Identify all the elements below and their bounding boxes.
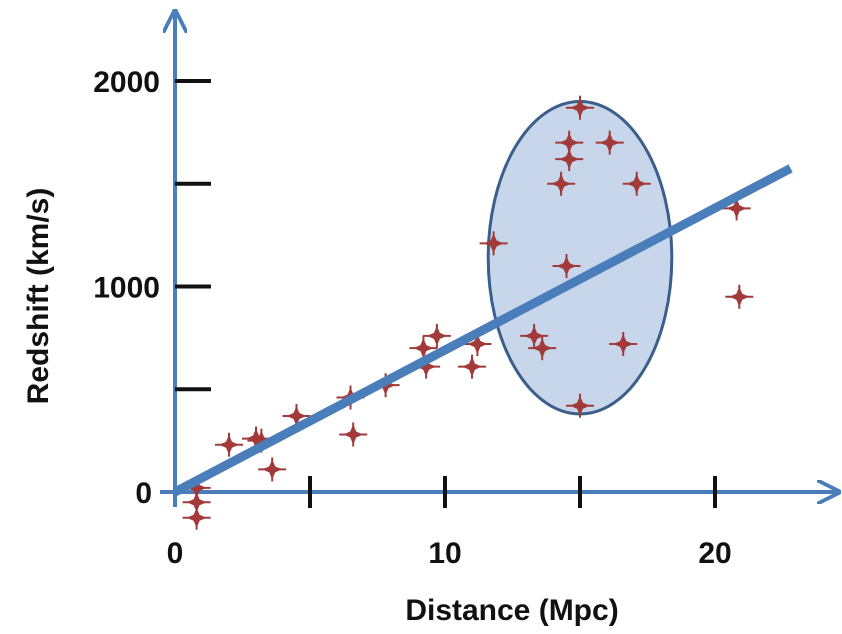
data-point — [339, 422, 368, 447]
data-point — [622, 171, 651, 196]
data-point — [595, 130, 624, 155]
data-point — [552, 253, 581, 278]
y-tick-label: 1000 — [93, 272, 160, 305]
data-point — [566, 95, 594, 120]
data-point — [547, 171, 576, 196]
data-point — [458, 354, 486, 379]
y-tick-label: 0 — [135, 477, 152, 510]
data-point — [182, 505, 211, 530]
data-point — [479, 231, 508, 256]
x-tick-label: 20 — [698, 537, 731, 570]
fit-line — [172, 164, 793, 496]
data-point — [555, 130, 584, 155]
data-point — [258, 457, 287, 482]
data-point — [422, 323, 451, 348]
data-point — [520, 323, 549, 348]
x-tick-label: 0 — [167, 537, 184, 570]
x-axis-title: Distance (Mpc) — [405, 594, 618, 627]
highlight-ellipse — [486, 100, 674, 416]
data-point — [215, 432, 243, 457]
x-tick-label: 10 — [428, 537, 461, 570]
data-point — [409, 336, 438, 361]
data-point — [609, 332, 638, 357]
y-axis-title: Redshift (km/s) — [22, 188, 55, 405]
y-tick-label: 2000 — [93, 66, 160, 99]
data-point — [725, 284, 754, 309]
data-point — [528, 336, 557, 361]
data-point — [566, 393, 594, 418]
